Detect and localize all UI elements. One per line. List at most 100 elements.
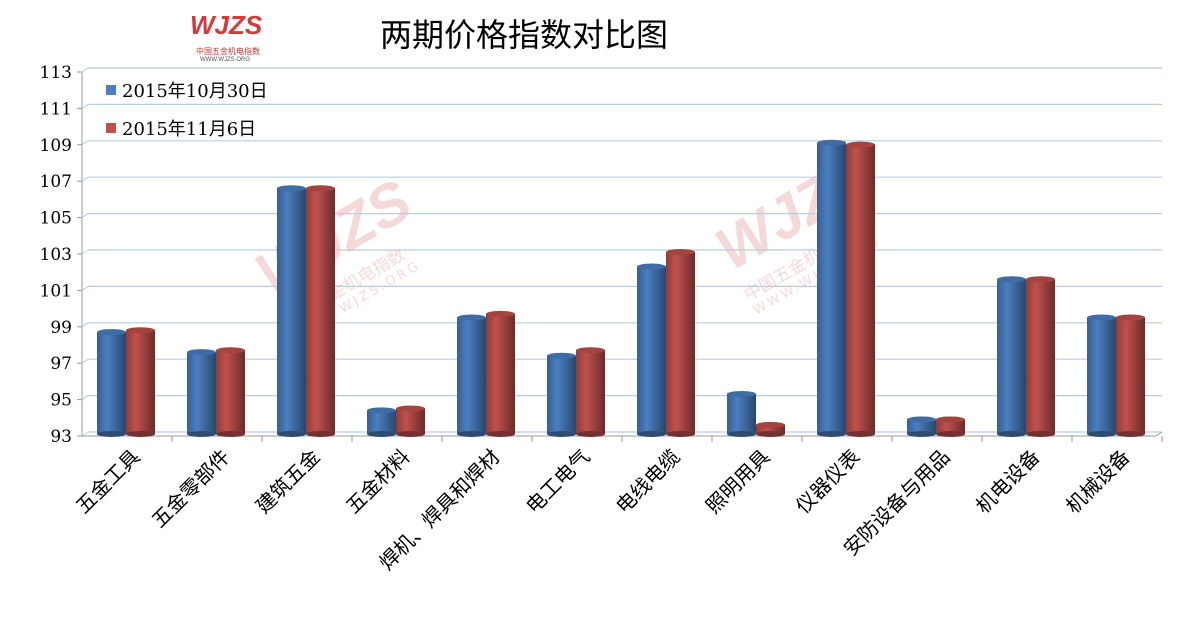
- bar: [997, 279, 1026, 434]
- bar-base: [936, 431, 965, 437]
- bar-cap: [547, 352, 576, 359]
- bar: [547, 355, 576, 434]
- bar-base: [216, 431, 245, 437]
- bar-cap: [637, 263, 666, 270]
- bar-cap: [817, 139, 846, 146]
- bar-base: [756, 431, 785, 437]
- bar-base: [126, 431, 155, 437]
- bar-base: [846, 431, 875, 437]
- bar-cap: [126, 327, 155, 334]
- x-tick-label: 机电设备: [971, 445, 1045, 519]
- bar-cap: [1087, 314, 1116, 321]
- gridline-depth: [81, 67, 89, 73]
- bar-base: [1026, 431, 1055, 437]
- bar: [846, 144, 875, 434]
- bar-base: [666, 431, 695, 437]
- bar: [367, 410, 396, 434]
- y-tick-label: 105: [40, 209, 72, 229]
- legend-swatch: [106, 123, 116, 133]
- bar-cap: [396, 405, 425, 412]
- bar-base: [637, 431, 666, 437]
- bar-base: [457, 431, 486, 437]
- legend-label: 2015年10月30日: [122, 81, 268, 102]
- x-axis-depth: [1155, 431, 1163, 437]
- bar-base: [187, 431, 216, 437]
- bar-base: [997, 431, 1026, 437]
- gridline-depth: [81, 431, 89, 437]
- bar-cap: [756, 421, 785, 428]
- bar: [187, 352, 216, 434]
- x-tick-label: 机械设备: [1061, 445, 1135, 519]
- gridline-depth: [81, 213, 89, 219]
- y-tick-label: 97: [50, 354, 72, 374]
- bar: [936, 419, 965, 434]
- bar-base: [97, 431, 126, 437]
- bar: [216, 350, 245, 434]
- bar: [727, 393, 756, 434]
- bar-base: [1116, 431, 1145, 437]
- bar-cap: [216, 347, 245, 354]
- bar-cap: [997, 276, 1026, 283]
- bar: [277, 188, 306, 434]
- bar-base: [396, 431, 425, 437]
- bar-base: [277, 431, 306, 437]
- y-tick-label: 99: [50, 318, 72, 338]
- legend-swatch: [106, 85, 116, 95]
- bar: [457, 317, 486, 434]
- logo-name: 中国五金机电指数: [196, 47, 260, 56]
- bar: [907, 419, 936, 434]
- y-tick-label: 113: [40, 63, 72, 83]
- bar-cap: [907, 416, 936, 423]
- bar-cap: [1026, 276, 1055, 283]
- bar-cap: [486, 310, 515, 317]
- y-tick-label: 109: [40, 136, 72, 156]
- bar-cap: [727, 390, 756, 397]
- bar: [817, 142, 846, 435]
- bar-cap: [97, 329, 126, 336]
- chart-title: 两期价格指数对比图: [380, 16, 669, 54]
- bar: [1026, 279, 1055, 434]
- bar: [396, 408, 425, 434]
- bar-cap: [457, 314, 486, 321]
- y-tick-label: 103: [40, 245, 72, 265]
- bar-cap: [306, 185, 335, 192]
- bar-cap: [1116, 314, 1145, 321]
- bar-base: [367, 431, 396, 437]
- bar: [306, 188, 335, 434]
- bar-base: [547, 431, 576, 437]
- bar: [486, 313, 515, 434]
- y-tick-label: 95: [50, 391, 72, 411]
- bar-cap: [277, 185, 306, 192]
- y-tick-label: 101: [40, 281, 72, 301]
- gridline-depth: [81, 176, 89, 182]
- bar-base: [1087, 431, 1116, 437]
- x-tick-label: 照明用具: [701, 445, 775, 519]
- bar: [756, 424, 785, 434]
- x-tick-label: 电线电缆: [611, 445, 685, 519]
- logo-mark: WJZS: [190, 10, 263, 40]
- gridline-depth: [81, 249, 89, 255]
- logo: WJZS 中国五金机电指数 WWW.WJZS.ORG: [168, 4, 288, 64]
- y-tick-label: 107: [40, 172, 72, 192]
- bar: [666, 252, 695, 434]
- bar-cap: [367, 407, 396, 414]
- bar-cap: [846, 141, 875, 148]
- bar-cap: [576, 347, 605, 354]
- bar-base: [817, 431, 846, 437]
- bar: [637, 266, 666, 434]
- gridline-depth: [81, 322, 89, 328]
- bar: [1116, 317, 1145, 434]
- x-tick-label: 五金工具: [71, 445, 145, 519]
- y-tick-label: 93: [50, 427, 72, 447]
- gridline-depth: [81, 358, 89, 364]
- bar-base: [727, 431, 756, 437]
- bar-cap: [666, 249, 695, 255]
- bar: [576, 350, 605, 434]
- bar: [126, 330, 155, 434]
- gridline-depth: [81, 395, 89, 401]
- legend-label: 2015年11月6日: [122, 119, 256, 140]
- bar-base: [576, 431, 605, 437]
- gridline-depth: [81, 140, 89, 146]
- x-tick-label: 五金材料: [341, 445, 415, 519]
